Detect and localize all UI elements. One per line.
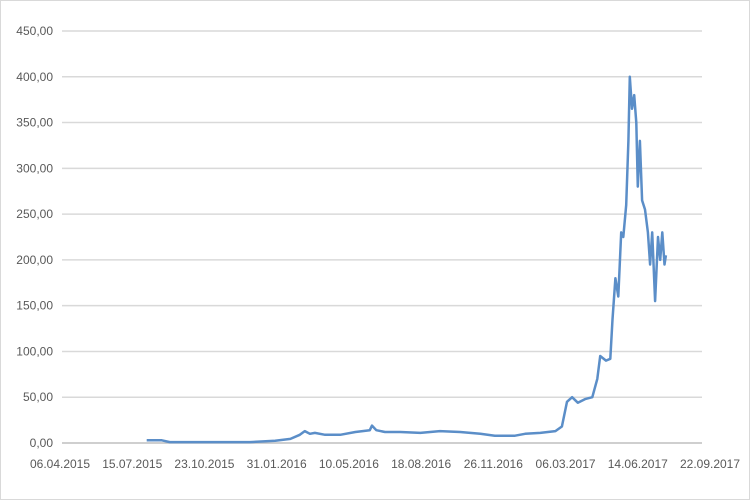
- x-tick-label: 14.06.2017: [608, 457, 668, 471]
- y-tick-label: 0,00: [30, 436, 54, 450]
- y-tick-label: 150,00: [16, 299, 53, 313]
- x-tick-label: 06.04.2015: [30, 457, 90, 471]
- x-tick-label: 18.08.2016: [391, 457, 451, 471]
- y-tick-label: 400,00: [16, 70, 53, 84]
- y-tick-label: 250,00: [16, 207, 53, 221]
- x-tick-label: 06.03.2017: [536, 457, 596, 471]
- y-tick-label: 300,00: [16, 161, 53, 175]
- y-tick-label: 450,00: [16, 24, 53, 38]
- x-tick-label: 15.07.2015: [102, 457, 162, 471]
- x-tick-label: 26.11.2016: [464, 457, 523, 471]
- x-axis-ticks: 06.04.2015 15.07.2015 23.10.2015 31.01.2016…: [30, 457, 740, 471]
- y-tick-label: 100,00: [16, 344, 53, 358]
- x-tick-label: 22.09.2017: [680, 457, 740, 471]
- x-tick-label: 23.10.2015: [174, 457, 234, 471]
- y-axis-ticks: 0,00 50,00 100,00 150,00 200,00 250,00 300,00 3…: [16, 24, 53, 450]
- y-tick-label: 50,00: [23, 390, 53, 404]
- y-tick-label: 350,00: [16, 116, 53, 130]
- x-tick-label: 31.01.2016: [247, 457, 307, 471]
- series-line: [146, 75, 668, 444]
- x-tick-label: 10.05.2016: [319, 457, 379, 471]
- gridlines: [62, 30, 702, 444]
- y-tick-label: 200,00: [16, 253, 53, 267]
- series-group: [146, 75, 668, 444]
